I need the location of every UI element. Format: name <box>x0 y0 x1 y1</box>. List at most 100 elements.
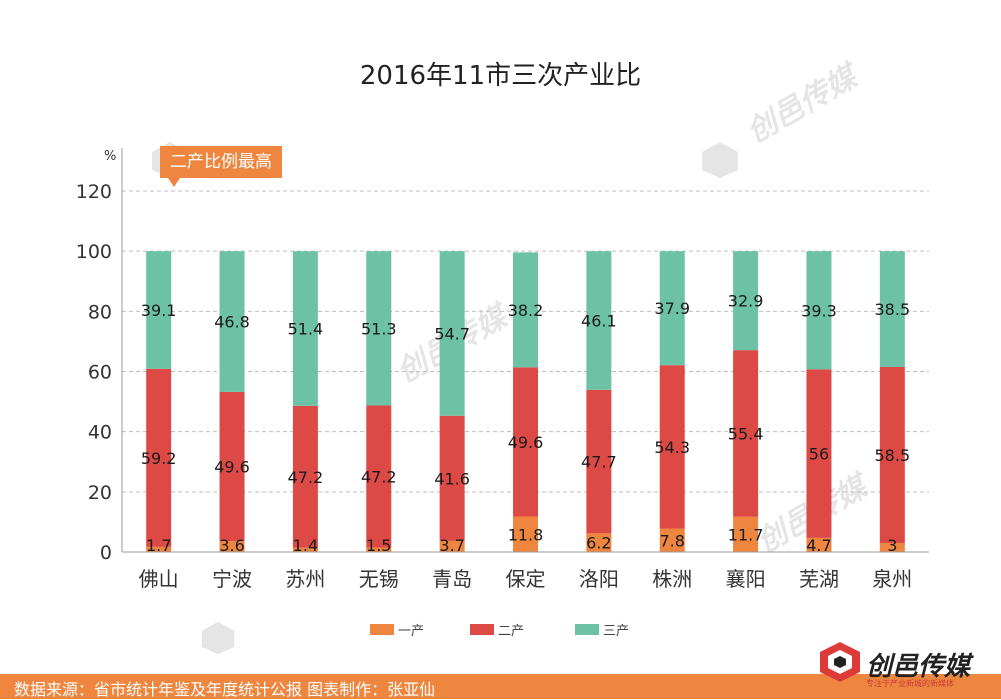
data-label: 39.3 <box>801 301 837 320</box>
data-label: 3.6 <box>219 536 244 555</box>
data-label: 59.2 <box>141 449 177 468</box>
y-tick-label: 0 <box>100 542 112 564</box>
bar-segment <box>219 251 245 392</box>
data-label: 56 <box>809 445 829 464</box>
data-label: 47.2 <box>361 467 397 486</box>
data-label: 11.8 <box>508 525 544 544</box>
y-tick-label: 100 <box>76 241 112 263</box>
legend-swatch <box>575 624 599 635</box>
data-label: 54.3 <box>654 438 690 457</box>
bar-segment <box>733 350 759 517</box>
data-label: 41.6 <box>434 469 470 488</box>
data-label: 1.4 <box>293 536 318 555</box>
x-tick-label: 宁波 <box>212 567 252 591</box>
x-tick-label: 芜湖 <box>799 567 839 591</box>
x-tick-label: 苏州 <box>285 567 325 591</box>
bar-segment <box>879 251 905 367</box>
data-label: 38.5 <box>875 300 911 319</box>
data-label: 39.1 <box>141 301 177 320</box>
data-label: 46.1 <box>581 312 617 331</box>
y-tick-label: 20 <box>88 482 112 504</box>
bar-segment <box>659 528 685 552</box>
bar-segment <box>659 365 685 529</box>
callout-pointer <box>168 178 180 187</box>
x-tick-label: 保定 <box>506 567 546 591</box>
bar-segment <box>219 541 245 552</box>
callout-annotation: 二产比例最高 <box>160 146 282 178</box>
bar-segment <box>879 542 905 552</box>
data-label: 1.5 <box>366 536 391 555</box>
chart-title: 2016年11市三次产业比 <box>359 61 642 91</box>
y-tick-label: 40 <box>88 422 112 444</box>
data-label: 3.7 <box>439 536 464 555</box>
source-note: 数据来源：省市统计年鉴及年度统计公报 图表制作：张亚仙 <box>14 680 436 699</box>
legend-label: 三产 <box>603 624 629 639</box>
bar-segment <box>586 251 612 390</box>
bar-segment <box>292 405 318 548</box>
data-label: 49.6 <box>508 433 544 452</box>
legend-label: 一产 <box>398 624 424 639</box>
y-tick-label: 80 <box>88 301 112 323</box>
bar-segment <box>806 369 832 538</box>
legend-label: 二产 <box>498 624 524 639</box>
data-label: 51.3 <box>361 319 397 338</box>
x-tick-label: 洛阳 <box>579 567 619 591</box>
bar-segment <box>806 251 832 370</box>
footer-bar: 数据来源：省市统计年鉴及年度统计公报 图表制作：张亚仙 <box>0 674 1001 699</box>
x-tick-label: 青岛 <box>432 567 472 591</box>
bar-segment <box>439 540 465 552</box>
bar-segment <box>146 546 172 552</box>
bar-segment <box>292 251 318 406</box>
x-tick-label: 株洲 <box>652 567 692 591</box>
data-label: 4.7 <box>806 536 831 555</box>
data-label: 38.2 <box>508 301 544 320</box>
data-label: 49.6 <box>214 458 250 477</box>
data-label: 11.7 <box>728 525 764 544</box>
bar-segment <box>146 368 172 547</box>
bar-segment <box>439 251 465 416</box>
data-label: 1.7 <box>146 536 171 555</box>
bar-segment <box>366 251 392 406</box>
bar-segment <box>586 533 612 552</box>
brand-cube-icon <box>820 642 860 682</box>
data-label: 3 <box>887 536 897 555</box>
x-tick-label: 佛山 <box>139 567 179 591</box>
legend-swatch <box>470 624 494 635</box>
data-label: 7.8 <box>660 531 685 550</box>
bar-segment <box>733 251 759 351</box>
bar-segment <box>366 547 392 552</box>
bar-segment <box>733 516 759 552</box>
data-label: 6.2 <box>586 534 611 553</box>
bar-segment <box>513 516 538 552</box>
bar-segment <box>439 415 465 541</box>
y-tick-label: 60 <box>88 362 112 384</box>
brand-tagline: 专注于产业新城的新媒体 <box>866 679 954 688</box>
bar-segment <box>146 251 172 369</box>
data-label: 51.4 <box>288 319 324 338</box>
watermark-logo <box>200 620 236 660</box>
bar-segment <box>366 405 392 548</box>
bar-segment <box>513 252 538 368</box>
brand-logo: 创邑传媒 专注于产业新城的新媒体 <box>818 640 994 694</box>
data-label: 55.4 <box>728 424 764 443</box>
bar-segment <box>586 389 612 534</box>
bar-segment <box>806 537 832 552</box>
data-label: 46.8 <box>214 313 250 332</box>
watermark-logo: 创邑传媒 <box>700 60 862 184</box>
x-tick-label: 无锡 <box>359 567 399 591</box>
x-tick-label: 襄阳 <box>726 567 766 591</box>
y-tick-label: 120 <box>76 181 112 203</box>
bar-segment <box>513 367 538 517</box>
brand-name: 创邑传媒 <box>866 652 971 682</box>
data-label: 37.9 <box>654 299 690 318</box>
y-unit-label: % <box>104 149 116 164</box>
legend-swatch <box>370 624 394 635</box>
data-label: 47.2 <box>288 468 324 487</box>
bar-segment <box>879 366 905 543</box>
bar-segment <box>659 251 685 366</box>
data-label: 58.5 <box>875 446 911 465</box>
data-label: 54.7 <box>434 324 470 343</box>
data-label: 32.9 <box>728 292 764 311</box>
x-tick-label: 泉州 <box>872 567 912 591</box>
